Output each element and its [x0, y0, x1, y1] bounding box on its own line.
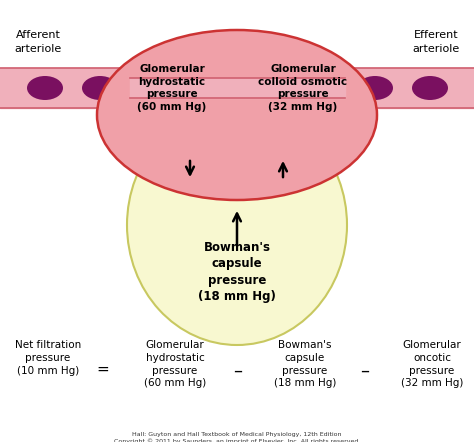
- Text: =: =: [97, 362, 109, 377]
- Text: Glomerular
oncotic
pressure
(32 mm Hg): Glomerular oncotic pressure (32 mm Hg): [401, 340, 463, 389]
- Text: –: –: [234, 362, 243, 380]
- Ellipse shape: [82, 76, 118, 100]
- Text: Glomerular
hydrostatic
pressure
(60 mm Hg): Glomerular hydrostatic pressure (60 mm H…: [144, 340, 206, 389]
- Ellipse shape: [412, 76, 448, 100]
- Text: Glomerular
hydrostatic
pressure
(60 mm Hg): Glomerular hydrostatic pressure (60 mm H…: [137, 64, 207, 112]
- Ellipse shape: [127, 105, 347, 345]
- Text: Bowman's
capsule
pressure
(18 mm Hg): Bowman's capsule pressure (18 mm Hg): [198, 241, 276, 303]
- Text: Afferent
arteriole: Afferent arteriole: [14, 30, 62, 53]
- Text: Glomerular
colloid osmotic
pressure
(32 mm Hg): Glomerular colloid osmotic pressure (32 …: [258, 64, 347, 112]
- Ellipse shape: [27, 76, 63, 100]
- Text: –: –: [361, 362, 370, 380]
- Text: Bowman's
capsule
pressure
(18 mm Hg): Bowman's capsule pressure (18 mm Hg): [274, 340, 336, 389]
- Ellipse shape: [97, 30, 377, 200]
- Text: Net filtration
pressure
(10 mm Hg): Net filtration pressure (10 mm Hg): [15, 340, 81, 376]
- Text: Efferent
arteriole: Efferent arteriole: [412, 30, 460, 53]
- Ellipse shape: [357, 76, 393, 100]
- Text: Hall: Guyton and Hall Textbook of Medical Physiology, 12th Edition
Copyright © 2: Hall: Guyton and Hall Textbook of Medica…: [114, 432, 360, 442]
